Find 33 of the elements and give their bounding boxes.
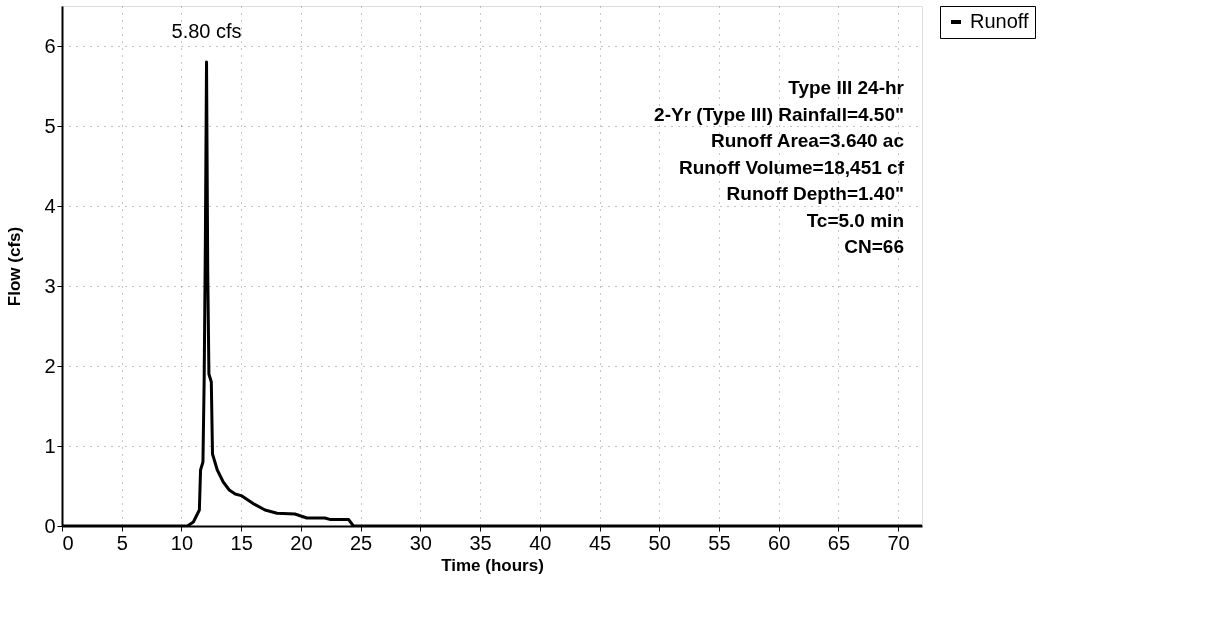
annotation: 5.80 cfs xyxy=(171,20,242,42)
x-tick-label: 60 xyxy=(768,531,791,554)
x-tick-label: 40 xyxy=(529,531,552,554)
y-tick-label: 5 xyxy=(44,114,56,137)
x-tick-label: 45 xyxy=(588,531,612,554)
x-tick-label: 50 xyxy=(648,531,671,554)
y-tick-label: 1 xyxy=(44,434,56,457)
x-tick-label: 55 xyxy=(708,531,731,554)
annotation: Runoff Area=3.640 ac xyxy=(710,130,905,151)
annotation: Type III 24-hr xyxy=(788,77,905,98)
annotation: Tc=5.0 min xyxy=(806,209,904,231)
legend-label: Runoff xyxy=(970,10,1030,32)
annotation: 2-Yr (Type III) Rainfall=4.50" xyxy=(654,103,904,125)
x-tick-label: 30 xyxy=(409,531,432,554)
x-axis-title: Time (hours) xyxy=(441,555,544,575)
x-tick-label: 20 xyxy=(290,531,313,554)
x-tick-label: 25 xyxy=(349,531,373,554)
annotation: Runoff Depth=1.40" xyxy=(726,183,904,204)
y-tick-label: 3 xyxy=(44,274,56,297)
x-tick-label: 15 xyxy=(230,531,253,554)
x-tick-label: 65 xyxy=(827,531,851,554)
x-tick-label: 10 xyxy=(170,531,194,554)
y-axis-title: Flow (cfs) xyxy=(5,226,25,307)
y-tick-label: 4 xyxy=(44,194,56,217)
annotation: CN=66 xyxy=(844,236,904,257)
annotation: Runoff Volume=18,451 cf xyxy=(678,156,905,178)
y-tick-label: 6 xyxy=(44,34,56,57)
x-tick-label: 0 xyxy=(62,531,74,554)
x-tick-label: 70 xyxy=(887,531,910,554)
y-tick-label: 0 xyxy=(44,514,56,537)
x-tick-label: 35 xyxy=(469,531,492,554)
x-tick-label: 5 xyxy=(116,531,128,554)
y-tick-label: 2 xyxy=(44,354,56,377)
